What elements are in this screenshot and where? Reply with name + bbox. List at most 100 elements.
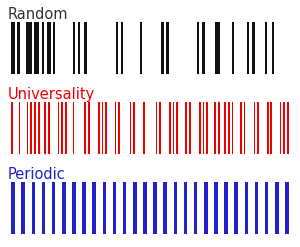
Bar	[218, 102, 220, 154]
Bar	[143, 182, 147, 234]
Bar	[247, 22, 248, 74]
Bar	[84, 22, 87, 74]
Bar	[11, 102, 13, 154]
Bar	[215, 22, 220, 74]
Bar	[197, 22, 200, 74]
Bar	[214, 102, 216, 154]
Bar	[224, 182, 228, 234]
Bar	[78, 22, 80, 74]
Bar	[287, 102, 289, 154]
Bar	[121, 22, 123, 74]
Bar	[285, 182, 289, 234]
Bar	[102, 102, 103, 154]
Bar	[65, 102, 67, 154]
Text: Periodic: Periodic	[8, 167, 66, 182]
Bar	[202, 22, 205, 74]
Bar	[34, 102, 36, 154]
Bar	[267, 102, 269, 154]
Bar	[92, 182, 96, 234]
Bar	[284, 102, 285, 154]
Bar	[275, 182, 279, 234]
Bar	[272, 22, 274, 74]
Bar	[206, 102, 208, 154]
Bar	[189, 102, 190, 154]
Bar	[202, 102, 204, 154]
Bar	[30, 102, 32, 154]
Bar	[232, 22, 234, 74]
Bar	[234, 182, 238, 234]
Bar	[173, 102, 174, 154]
Bar	[58, 102, 59, 154]
Bar	[47, 22, 51, 74]
Bar	[32, 182, 35, 234]
Bar	[228, 102, 230, 154]
Bar	[255, 182, 258, 234]
Bar	[244, 102, 245, 154]
Text: Random: Random	[8, 7, 68, 22]
Bar	[280, 102, 281, 154]
Bar	[159, 102, 161, 154]
Bar	[140, 22, 142, 74]
Bar	[199, 102, 201, 154]
Text: Universality: Universality	[8, 87, 95, 102]
Bar	[156, 102, 158, 154]
Bar	[42, 182, 45, 234]
Bar	[19, 102, 20, 154]
Bar	[42, 22, 44, 74]
Bar	[265, 182, 268, 234]
Bar	[118, 102, 120, 154]
Bar	[103, 182, 106, 234]
Bar	[194, 182, 197, 234]
Bar	[115, 102, 116, 154]
Bar	[11, 22, 14, 74]
Bar	[98, 102, 100, 154]
Bar	[167, 22, 169, 74]
Bar	[38, 102, 40, 154]
Bar	[153, 182, 157, 234]
Bar	[169, 102, 171, 154]
Bar	[184, 182, 187, 234]
Bar	[173, 182, 177, 234]
Bar	[27, 102, 28, 154]
Bar	[133, 182, 136, 234]
Bar	[73, 22, 75, 74]
Bar	[254, 102, 255, 154]
Bar	[113, 182, 116, 234]
Bar	[48, 102, 50, 154]
Bar	[161, 22, 164, 74]
Bar	[84, 102, 86, 154]
Bar	[265, 22, 267, 74]
Bar	[72, 182, 76, 234]
Bar	[61, 102, 63, 154]
Bar	[130, 102, 131, 154]
Bar	[185, 102, 187, 154]
Bar	[252, 22, 254, 74]
Bar	[62, 182, 66, 234]
Bar	[52, 22, 55, 74]
Bar	[21, 182, 25, 234]
Bar	[270, 102, 272, 154]
Bar	[82, 182, 86, 234]
Bar	[204, 182, 208, 234]
Bar	[240, 102, 242, 154]
Bar	[52, 182, 56, 234]
Bar	[26, 22, 32, 74]
Bar	[224, 102, 226, 154]
Bar	[73, 102, 74, 154]
Bar	[133, 102, 135, 154]
Bar	[88, 102, 89, 154]
Bar	[143, 102, 145, 154]
Bar	[11, 182, 15, 234]
Bar	[116, 22, 118, 74]
Bar	[244, 182, 248, 234]
Bar	[232, 102, 233, 154]
Bar	[44, 102, 46, 154]
Bar	[164, 182, 167, 234]
Bar	[214, 182, 218, 234]
Bar	[257, 102, 259, 154]
Bar	[17, 22, 20, 74]
Bar	[105, 102, 107, 154]
Bar	[176, 102, 178, 154]
Bar	[123, 182, 127, 234]
Bar	[34, 22, 39, 74]
